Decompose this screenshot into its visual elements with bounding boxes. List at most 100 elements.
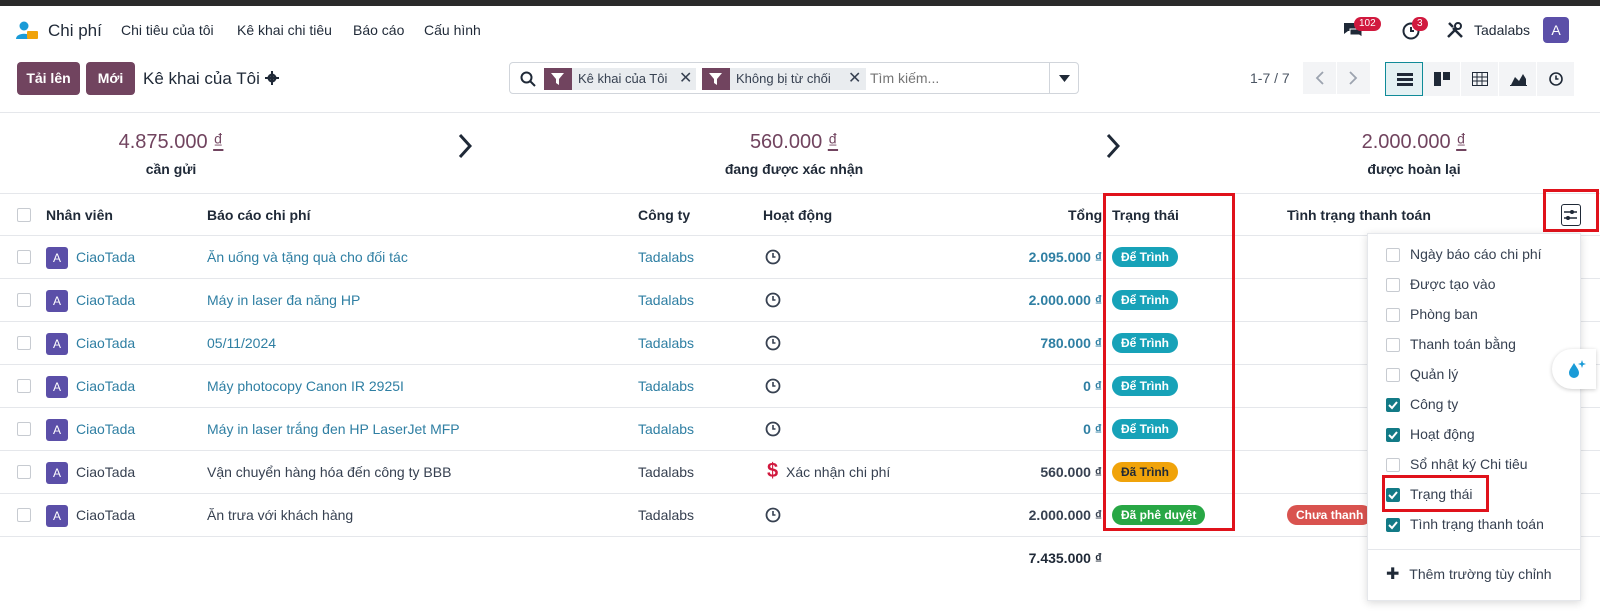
activity-clock-icon[interactable] [765,421,781,437]
company-switcher[interactable]: Tadalabs [1474,22,1531,38]
chevron-left-icon [1315,71,1324,85]
row-checkbox[interactable] [17,508,31,522]
employee-avatar: A [46,247,68,269]
row-checkbox[interactable] [17,379,31,393]
list-view-button[interactable] [1385,62,1423,96]
search-options-toggle[interactable] [1049,62,1079,94]
activity-clock-icon[interactable] [765,335,781,351]
kanban-view-button[interactable] [1423,62,1461,96]
menu-reporting[interactable]: Báo cáo [353,22,405,38]
floating-assistant-button[interactable] [1552,349,1596,389]
company-name[interactable]: Tadalabs [638,421,695,437]
expenses-app-icon[interactable] [16,20,38,40]
activity-clock-icon[interactable] [765,249,781,265]
menu-configuration[interactable]: Cấu hình [424,22,481,38]
employee-name[interactable]: CiaoTada [76,249,136,265]
company-name[interactable]: Tadalabs [638,464,695,480]
row-checkbox[interactable] [17,250,31,264]
optional-columns-toggle[interactable] [1561,204,1581,226]
table-row[interactable]: A CiaoTada Máy photocopy Canon IR 2925I … [0,365,1600,408]
column-option-checkbox[interactable] [1386,278,1400,292]
new-button[interactable]: Mới [86,62,135,95]
column-option-checkbox[interactable] [1386,248,1400,262]
company-name[interactable]: Tadalabs [638,378,695,394]
column-option-checkbox[interactable] [1386,428,1400,442]
activity-clock-icon[interactable] [1402,21,1422,41]
activity-clock-icon[interactable] [765,292,781,308]
to-submit-amount[interactable]: 4.875.000 ₫ [118,131,224,153]
search-bar[interactable]: Kê khai của Tôi ✕ Không bị từ chối ✕ [509,62,1050,94]
employee-name[interactable]: CiaoTada [76,507,136,523]
total-amount: 2.095.000 ₫ [1028,249,1102,265]
select-all-checkbox[interactable] [17,208,31,222]
remove-facet-icon[interactable]: ✕ [679,70,693,87]
column-option-checkbox[interactable] [1386,488,1400,502]
report-name[interactable]: Ăn trưa với khách hàng [207,507,354,523]
pager-previous-button[interactable] [1303,62,1336,94]
column-status[interactable]: Trạng thái [1112,207,1179,223]
table-row[interactable]: A CiaoTada Máy in laser trắng đen HP Las… [0,408,1600,451]
table-row[interactable]: A CiaoTada Ăn uống và tặng quà cho đối t… [0,236,1600,279]
row-checkbox[interactable] [17,422,31,436]
column-option-checkbox[interactable] [1386,398,1400,412]
activity-summary[interactable]: Xác nhận chi phí [786,464,891,480]
column-company[interactable]: Công ty [638,207,691,223]
search-icon[interactable] [520,71,536,87]
table-row[interactable]: A CiaoTada Vận chuyển hàng hóa đến công … [0,451,1600,494]
column-employee[interactable]: Nhân viên [46,207,113,223]
pivot-view-button[interactable] [1461,62,1499,96]
company-name[interactable]: Tadalabs [638,292,695,308]
report-name[interactable]: Ăn uống và tặng quà cho đối tác [207,249,408,265]
payment-state-badge: Chưa thanh [1287,505,1373,525]
column-option-checkbox[interactable] [1386,518,1400,532]
column-option-checkbox[interactable] [1386,308,1400,322]
activity-clock-icon[interactable] [765,507,781,523]
reimbursed-label: được hoàn lại [1367,161,1461,177]
gear-icon[interactable] [265,71,279,85]
report-name[interactable]: Máy in laser đa năng HP [207,292,361,308]
company-name[interactable]: Tadalabs [638,507,695,523]
company-name[interactable]: Tadalabs [638,335,695,351]
pager-value[interactable]: 1-7 / 7 [1250,70,1290,86]
upload-button[interactable]: Tải lên [17,62,80,95]
table-row[interactable]: A CiaoTada 05/11/2024 Tadalabs 780.000 ₫… [0,322,1600,365]
app-name[interactable]: Chi phí [48,21,102,40]
employee-name[interactable]: CiaoTada [76,421,136,437]
add-custom-field-button[interactable]: ✚ Thêm trường tùy chỉnh [1386,566,1552,583]
dollar-icon[interactable]: $ [767,460,779,482]
employee-name[interactable]: CiaoTada [76,464,136,480]
under-validation-amount[interactable]: 560.000 ₫ [749,131,839,153]
employee-name[interactable]: CiaoTada [76,335,136,351]
company-name[interactable]: Tadalabs [638,249,695,265]
employee-name[interactable]: CiaoTada [76,378,136,394]
debug-tools-icon[interactable] [1446,21,1464,39]
search-input[interactable] [870,67,1040,89]
report-name[interactable]: Máy photocopy Canon IR 2925I [207,378,404,394]
column-payment-state[interactable]: Tình trạng thanh toán [1287,207,1431,223]
report-name[interactable]: 05/11/2024 [207,335,277,351]
remove-facet-icon[interactable]: ✕ [848,70,862,87]
chat-icon[interactable] [1342,21,1364,41]
column-activity[interactable]: Hoạt động [763,207,833,223]
row-checkbox[interactable] [17,465,31,479]
menu-my-expenses[interactable]: Chi tiêu của tôi [121,22,214,38]
menu-expense-reports[interactable]: Kê khai chi tiêu [237,22,332,38]
column-expense-report[interactable]: Báo cáo chi phí [207,207,311,223]
user-avatar[interactable]: A [1543,17,1569,43]
column-option-checkbox[interactable] [1386,458,1400,472]
table-row[interactable]: A CiaoTada Ăn trưa với khách hàng Tadala… [0,494,1600,537]
reimbursed-amount[interactable]: 2.000.000 ₫ [1361,131,1467,153]
row-checkbox[interactable] [17,336,31,350]
pager-next-button[interactable] [1337,62,1370,94]
row-checkbox[interactable] [17,293,31,307]
table-row[interactable]: A CiaoTada Máy in laser đa năng HP Tadal… [0,279,1600,322]
employee-name[interactable]: CiaoTada [76,292,136,308]
column-option-checkbox[interactable] [1386,368,1400,382]
activity-clock-icon[interactable] [765,378,781,394]
column-total[interactable]: Tổng [1068,207,1103,223]
report-name[interactable]: Vận chuyển hàng hóa đến công ty BBB [207,464,452,480]
report-name[interactable]: Máy in laser trắng đen HP LaserJet MFP [207,421,460,437]
activity-view-button[interactable] [1537,62,1575,96]
graph-view-button[interactable] [1499,62,1537,96]
column-option-checkbox[interactable] [1386,338,1400,352]
